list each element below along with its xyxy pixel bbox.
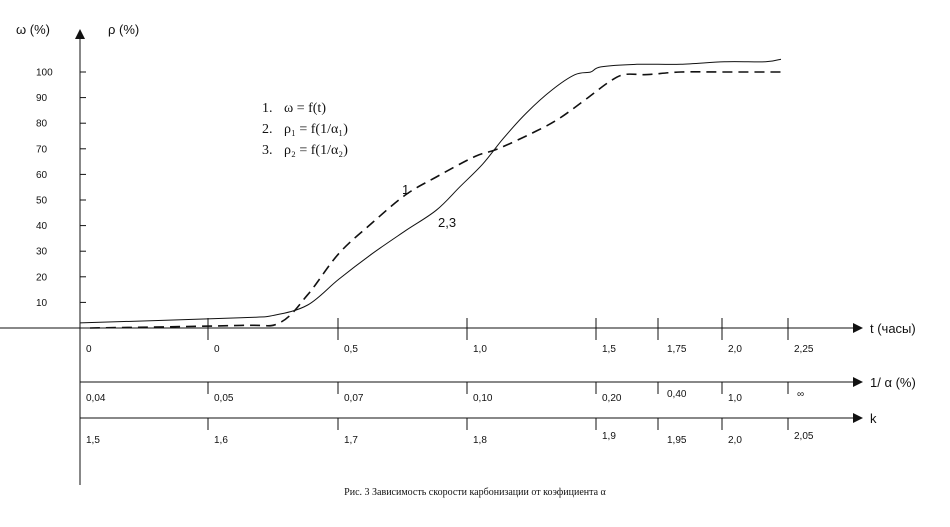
legend-item-2-text: ρ₁ = f(1/α₁) [284,122,348,137]
x-tick-label-k: 1,9 [602,431,616,442]
figure-caption: Рис. 3 Зависимость скорости карбонизации… [344,487,606,498]
x-tick-label-t: 1,75 [667,344,687,355]
legend: 1. ω = f(t) 2. ρ₁ = f(1/α₁) 3. ρ₂ = f(1/… [262,101,348,158]
y-tick-label: 50 [36,196,48,207]
x-tick-label-t: 0 [214,344,220,355]
y-tick-label: 100 [36,68,53,79]
x-axis-label-alpha: 1/ α (%) [870,375,916,390]
x-tick-label-alpha: 1,0 [728,393,742,404]
x-tick-label-t: 0 [86,344,92,355]
series-line-dashed [89,71,781,329]
legend-item-2-num: 2. [262,122,273,137]
legend-item-3-num: 3. [262,143,273,158]
x-axis-label-k: k [870,411,877,426]
x-tick-label-k: 1,7 [344,435,358,446]
x-tick-label-t: 0,5 [344,344,358,355]
curve-label-1: 1 [402,182,409,197]
y-tick-label: 70 [36,144,48,155]
x-tick-label-alpha: ∞ [797,389,804,400]
x-tick-label-t: 2,25 [794,344,814,355]
x-tick-label-t: 1,5 [602,344,616,355]
x-tick-label-k: 1,95 [667,435,687,446]
x-tick-label-t: 1,0 [473,344,487,355]
legend-item-1-num: 1. [262,101,273,116]
x-tick-label-k: 2,05 [794,431,814,442]
legend-item-1-text: ω = f(t) [284,101,326,116]
y-axis-label-omega: ω (%) [16,22,50,37]
x-tick-label-alpha: 0,20 [602,393,622,404]
curve-label-2-3: 2,3 [438,215,456,230]
y-tick-label: 40 [36,221,48,232]
x-tick-label-alpha: 0,07 [344,393,364,404]
x-axis-label-t: t (часы) [870,321,916,336]
y-tick-label: 10 [36,298,48,309]
y-axis-label-rho: ρ (%) [108,22,139,37]
series-line-solid [79,58,782,324]
legend-item-3-text: ρ₂ = f(1/α₂) [284,143,348,158]
x-tick-label-k: 2,0 [728,435,742,446]
y-tick-label: 90 [36,93,48,104]
y-tick-label: 80 [36,119,48,130]
y-tick-label: 20 [36,272,48,283]
x-tick-label-k: 1,6 [214,435,228,446]
x-tick-label-alpha: 0,10 [473,393,493,404]
x-tick-label-k: 1,8 [473,435,487,446]
x-tick-label-t: 2,0 [728,344,742,355]
x-tick-label-k: 1,5 [86,435,100,446]
x-tick-label-alpha: 0,40 [667,389,687,400]
x-tick-label-alpha: 0,04 [86,393,106,404]
y-tick-label: 30 [36,247,48,258]
y-tick-label: 60 [36,170,48,181]
x-tick-label-alpha: 0,05 [214,393,234,404]
